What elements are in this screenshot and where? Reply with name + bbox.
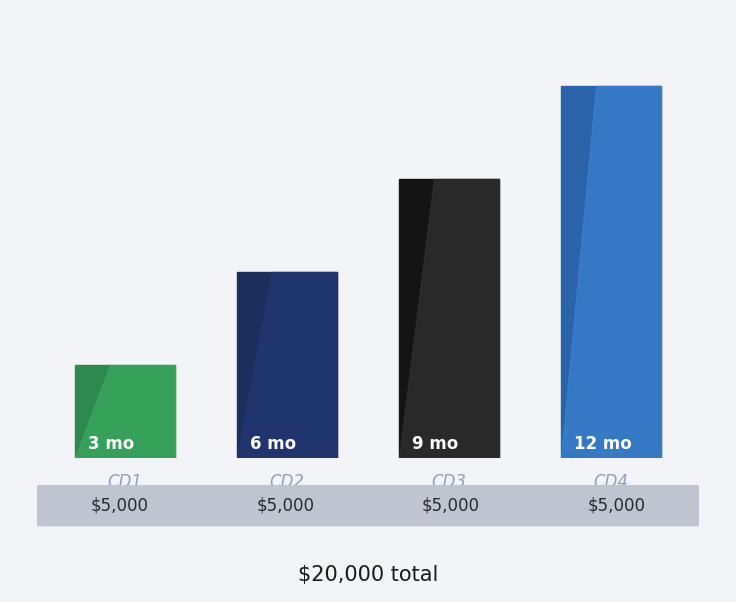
Polygon shape [237,272,337,458]
Text: $5,000: $5,000 [587,497,645,515]
Polygon shape [75,365,175,458]
Text: $5,000: $5,000 [91,497,149,515]
Bar [75,365,175,458]
Text: $20,000 total: $20,000 total [298,565,438,585]
Text: 9 mo: 9 mo [411,435,458,453]
FancyBboxPatch shape [17,485,719,526]
Polygon shape [399,179,499,458]
Bar [561,86,661,458]
Text: 3 mo: 3 mo [88,435,134,453]
Polygon shape [561,86,661,458]
Bar [237,272,337,458]
Text: $5,000: $5,000 [422,497,480,515]
Bar [399,179,499,458]
Text: 6 mo: 6 mo [250,435,296,453]
Text: 12 mo: 12 mo [573,435,631,453]
Text: $5,000: $5,000 [256,497,314,515]
